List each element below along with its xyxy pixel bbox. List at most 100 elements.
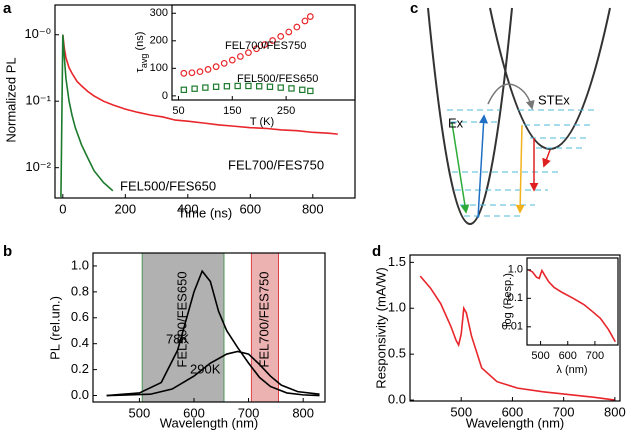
- marker: [285, 28, 293, 36]
- state-label: Ex: [448, 115, 464, 130]
- filter-band: [250, 253, 279, 402]
- x-axis-label: Time (ns): [178, 205, 232, 220]
- x-tick-label: 50: [172, 105, 184, 117]
- y-tick-label: 10⁻¹: [25, 93, 51, 108]
- x-tick-label: 500: [450, 404, 472, 419]
- arrow: [451, 122, 470, 214]
- y-tick-label: 0.4: [71, 335, 89, 350]
- series-label: 78K: [166, 331, 189, 346]
- frame: [92, 252, 326, 403]
- band-label: FEL500/FES650: [175, 271, 190, 367]
- y-axis-label: log (Resp.): [502, 273, 514, 327]
- y-tick-label: 0.0: [71, 387, 89, 402]
- series-line: [62, 34, 338, 135]
- y-tick-label: 0.01: [502, 321, 523, 333]
- x-tick-label: 600: [183, 405, 205, 420]
- y-tick-label: 0: [162, 90, 168, 102]
- y-tick-label: 300: [150, 7, 168, 19]
- series-line: [419, 275, 615, 401]
- x-tick-label: 600: [502, 404, 524, 419]
- plot: [180, 13, 314, 95]
- x-tick-label: 500: [129, 405, 151, 420]
- marker: [191, 85, 198, 92]
- marker: [236, 53, 244, 60]
- chart: 500 600 700 1.0 0.1 0.01 λ (nm) log (Resp.): [502, 257, 619, 376]
- ex-potential: [427, 7, 513, 225]
- x-tick-label: 800: [604, 404, 626, 419]
- y-tick-label: 1.0: [388, 300, 406, 315]
- series-label: FEL700/FES750: [228, 157, 324, 172]
- series-label: FEL500/FES650: [237, 73, 318, 85]
- y-tick-label: 0.8: [71, 283, 89, 298]
- plot: [106, 253, 320, 402]
- panel-label: c: [410, 0, 418, 17]
- marker: [188, 69, 196, 77]
- marker: [202, 84, 209, 91]
- y-tick-label: 0.0: [388, 392, 406, 407]
- x-axis-label: T (K): [250, 116, 274, 128]
- arrow: [542, 149, 551, 168]
- chart: FEL700/FES750 FEL500/FES650 50 150 250 0 100 20…: [134, 4, 356, 128]
- y-tick-label: 10⁻²: [25, 159, 51, 174]
- frame: [171, 4, 356, 101]
- series-line: [60, 34, 114, 198]
- series-label: 290K: [190, 361, 221, 376]
- y-axis-label-part: avg: [139, 54, 149, 69]
- marker: [255, 83, 263, 90]
- x-tick-label: 0: [59, 201, 66, 216]
- y-axis-label: τavg (ns): [134, 32, 149, 73]
- plot: [419, 275, 615, 401]
- series-line: [528, 268, 616, 343]
- marker: [307, 87, 314, 95]
- marker: [220, 59, 228, 67]
- frame: [526, 257, 619, 346]
- series-line: [106, 350, 320, 397]
- y-tick-label: 0.6: [71, 309, 89, 324]
- y-tick-label: 1.5: [388, 254, 406, 269]
- marker: [253, 45, 260, 53]
- series-label: FEL500/FES650: [120, 178, 216, 193]
- x-tick-label: 700: [553, 404, 575, 419]
- marker: [204, 66, 212, 73]
- x-tick-label: 400: [177, 201, 199, 216]
- plot-area: [172, 5, 355, 100]
- series-line: [106, 269, 320, 397]
- y-tick-label: 200: [150, 35, 168, 47]
- frame: [409, 254, 621, 402]
- y-tick-label: 0.2: [71, 361, 89, 376]
- stex-potential: [489, 7, 611, 150]
- x-axis-label: Wavelength (nm): [160, 415, 259, 430]
- diagram: c Ex STEx: [410, 0, 611, 225]
- state-label: STEx: [538, 92, 570, 107]
- marker: [223, 83, 231, 90]
- marker: [306, 13, 314, 20]
- y-tick-label: 0.5: [388, 346, 406, 361]
- marker: [245, 49, 252, 57]
- transfer-arrow: [487, 83, 535, 110]
- x-tick-label: 800: [302, 201, 324, 216]
- y-axis-label: Responsivity (mA/W): [373, 267, 388, 388]
- x-tick-label: 800: [292, 405, 314, 420]
- marker: [228, 56, 236, 64]
- x-tick-label: 150: [223, 105, 241, 117]
- x-axis-label: λ (nm): [556, 364, 587, 376]
- marker: [212, 83, 220, 90]
- marker: [180, 69, 188, 77]
- plot: [528, 268, 616, 343]
- plot: [60, 34, 338, 198]
- panel-label: d: [372, 243, 381, 260]
- arrow: [515, 124, 525, 214]
- y-tick-label: 100: [150, 62, 168, 74]
- band-label: FEL700/FES750: [256, 271, 271, 367]
- y-tick-label: 1.0: [71, 257, 89, 272]
- x-tick-label: 600: [559, 350, 577, 362]
- marker: [293, 23, 301, 31]
- marker: [261, 41, 268, 49]
- panel-label: b: [3, 243, 12, 260]
- y-axis-label-part: (ns): [134, 32, 146, 54]
- y-axis-label: Normalized PL: [3, 57, 18, 142]
- marker: [212, 63, 220, 71]
- marker: [266, 83, 274, 90]
